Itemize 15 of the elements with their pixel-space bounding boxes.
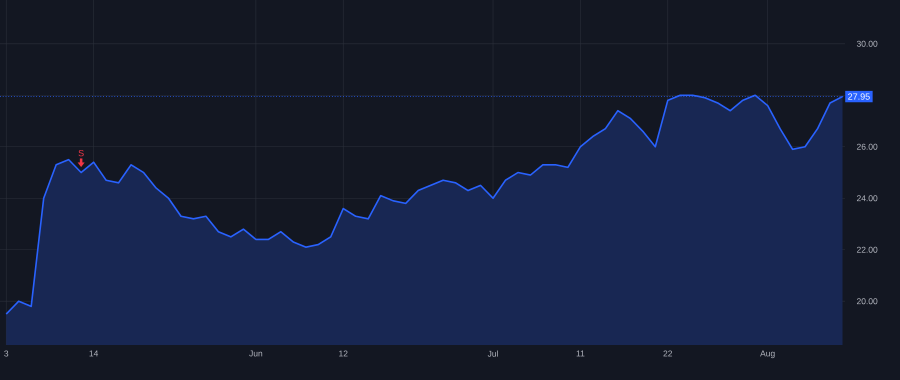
y-tick-label: 24.00	[856, 195, 878, 202]
x-tick-label: 22	[663, 350, 672, 356]
x-tick-label: 11	[576, 350, 584, 356]
ref-line-label: 27.95	[848, 93, 870, 100]
x-tick-label: Aug	[760, 350, 775, 358]
y-tick-label: 20.00	[856, 298, 878, 304]
y-tick-label: 22.00	[856, 246, 878, 253]
x-tick-label: 14	[90, 350, 98, 356]
x-tick-label: 12	[339, 350, 348, 356]
x-tick-label: Jul	[488, 350, 498, 357]
x-tick-label: Jun	[249, 350, 262, 356]
annotation: S	[78, 150, 84, 156]
x-tick-label: 3	[4, 350, 8, 357]
y-tick-label: 30.00	[856, 40, 878, 47]
y-tick-label: 26.00	[856, 144, 878, 150]
